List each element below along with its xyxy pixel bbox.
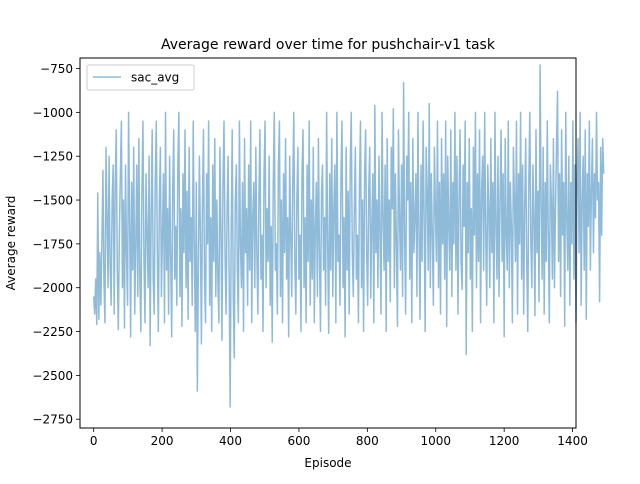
y-tick-label: −1750 bbox=[32, 237, 73, 251]
legend: sac_avg bbox=[86, 64, 195, 91]
x-axis: 0 200 400 600 800 1000 1200 1400 bbox=[90, 428, 588, 448]
y-axis: −2750 −2500 −2250 −2000 −1750 −1500 −1250 −1000… bbox=[32, 62, 80, 427]
x-tick-label: 600 bbox=[287, 434, 310, 448]
y-tick-label: −2250 bbox=[32, 325, 73, 339]
x-tick-label: 1200 bbox=[489, 434, 520, 448]
x-tick-label: 800 bbox=[356, 434, 379, 448]
y-axis-label: Average reward bbox=[4, 196, 18, 291]
y-tick-label: −2000 bbox=[32, 281, 73, 295]
y-tick-label: −1500 bbox=[32, 194, 73, 208]
y-tick-label: −750 bbox=[40, 62, 73, 76]
series-line-sac-avg bbox=[92, 64, 605, 408]
legend-label-sac-avg: sac_avg bbox=[131, 71, 179, 85]
chart-title: Average reward over time for pushchair-v… bbox=[161, 37, 496, 53]
x-tick-label: 200 bbox=[151, 434, 174, 448]
y-tick-label: −1250 bbox=[32, 150, 73, 164]
y-tick-label: −1000 bbox=[32, 106, 73, 120]
x-tick-label: 1000 bbox=[420, 434, 451, 448]
legend-box bbox=[86, 64, 195, 91]
y-tick-label: −2750 bbox=[32, 413, 73, 427]
x-axis-label: Episode bbox=[304, 456, 351, 470]
x-tick-label: 0 bbox=[90, 434, 98, 448]
plot-area bbox=[92, 64, 605, 408]
y-tick-label: −2500 bbox=[32, 369, 73, 383]
x-tick-label: 400 bbox=[219, 434, 242, 448]
x-tick-label: 1400 bbox=[557, 434, 588, 448]
axes-frame bbox=[79, 57, 577, 429]
